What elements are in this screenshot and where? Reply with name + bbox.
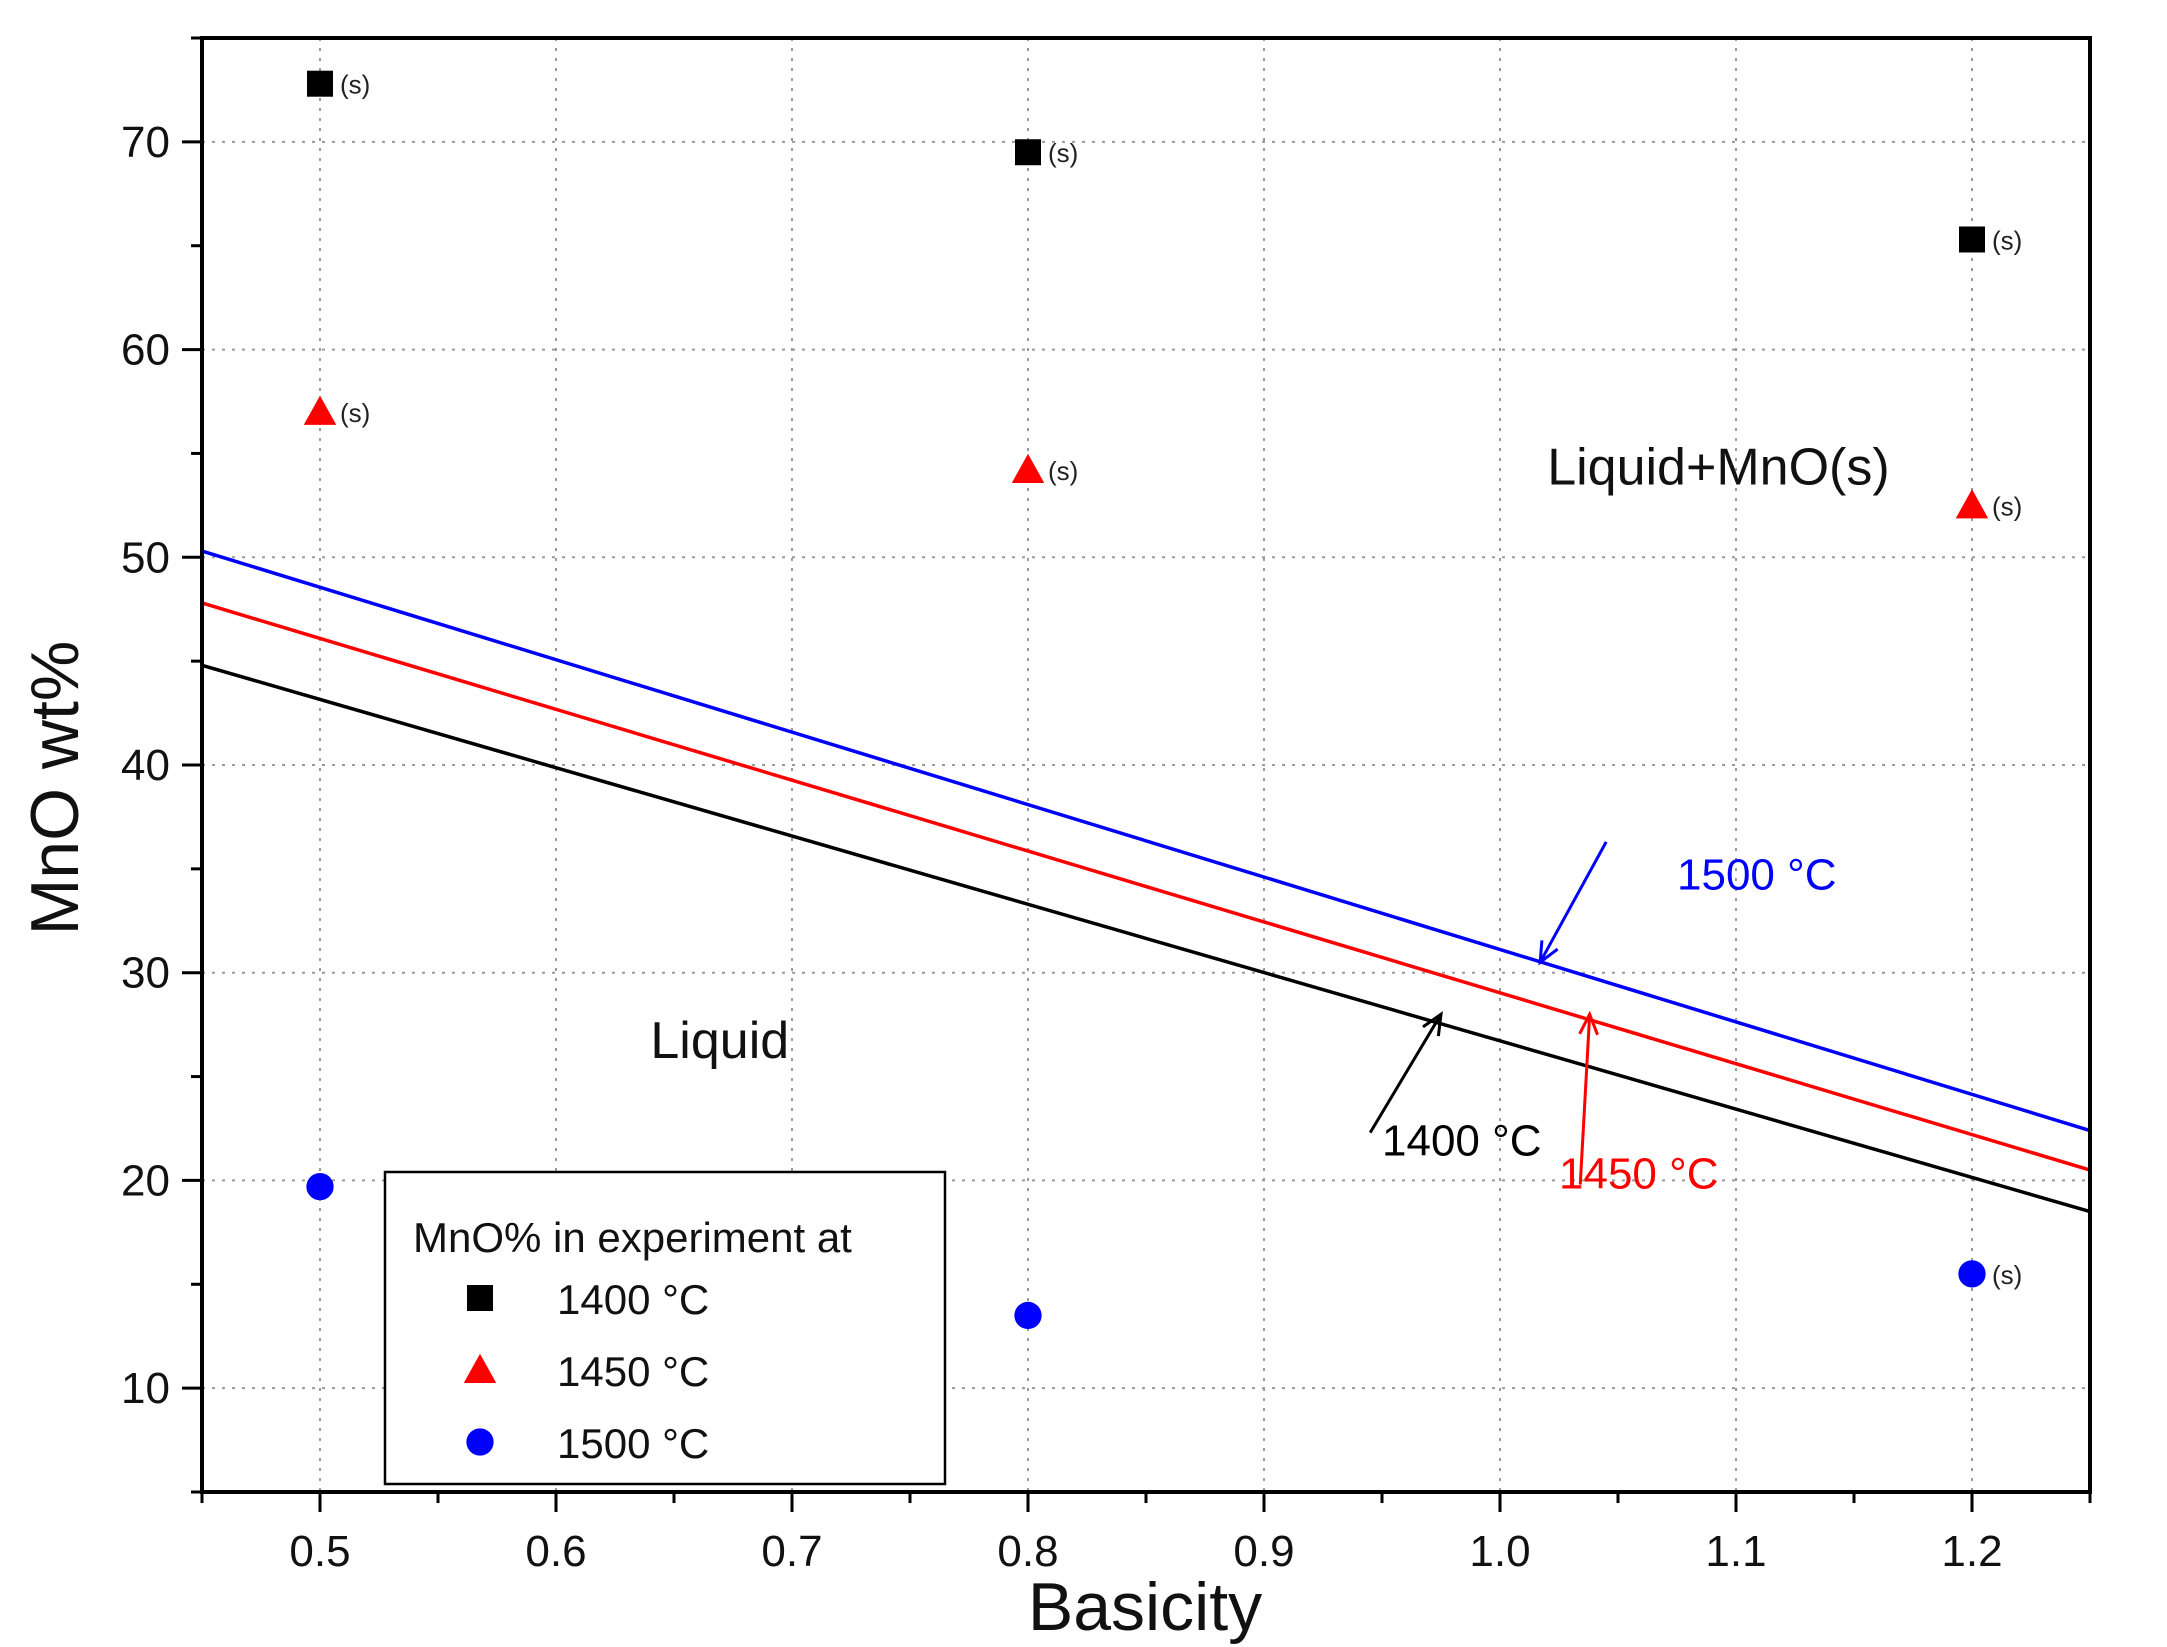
x-tick-label: 0.8 bbox=[997, 1527, 1058, 1576]
x-tick-label: 1.2 bbox=[1941, 1527, 2002, 1576]
boundary-lines: 1400 °C 1450 °C 1500 °C bbox=[201, 549, 2091, 1214]
data-point-triangle bbox=[303, 395, 337, 425]
solid-annotation: (s) bbox=[340, 398, 370, 428]
callout-arrowhead bbox=[1538, 940, 1559, 966]
y-tick-label: 10 bbox=[121, 1364, 170, 1413]
x-tick-label: 1.1 bbox=[1705, 1527, 1766, 1576]
data-point-square bbox=[307, 70, 333, 97]
legend-marker-circle bbox=[466, 1428, 494, 1456]
solid-annotation: (s) bbox=[340, 70, 370, 100]
y-tick-label: 60 bbox=[121, 326, 170, 375]
region-labels: Liquid+MnO(s) Liquid bbox=[650, 439, 1889, 1070]
legend-entry-label: 1400 °C bbox=[557, 1276, 709, 1323]
legend-title: MnO% in experiment at bbox=[413, 1214, 852, 1261]
line-label: 1500 °C bbox=[1677, 851, 1836, 900]
boundary-line-1500 bbox=[201, 549, 2091, 1133]
boundary-line-1450 bbox=[201, 601, 2091, 1172]
solid-annotation: (s) bbox=[1048, 138, 1078, 168]
legend-marker-triangle bbox=[463, 1353, 497, 1383]
callout-arrowhead bbox=[1422, 1011, 1443, 1037]
y-tick-label: 20 bbox=[121, 1156, 170, 1205]
callout-arrowhead bbox=[1578, 1010, 1599, 1036]
y-tick-label: 70 bbox=[121, 118, 170, 167]
legend-entry-label: 1500 °C bbox=[557, 1420, 709, 1467]
data-point-triangle bbox=[1011, 453, 1045, 484]
x-axis-title: Basicity bbox=[1028, 1569, 1262, 1645]
legend-marker-square bbox=[467, 1285, 493, 1311]
y-tick-label: 50 bbox=[121, 533, 170, 582]
data-point-triangle bbox=[1955, 489, 1989, 519]
solid-annotation: (s) bbox=[1048, 456, 1078, 486]
data-point-circle bbox=[1958, 1260, 1986, 1288]
solid-annotation: (s) bbox=[1992, 1260, 2022, 1290]
region-label: Liquid bbox=[650, 1012, 789, 1070]
solid-annotation: (s) bbox=[1992, 491, 2022, 521]
data-point-circle bbox=[306, 1173, 334, 1201]
y-tick-label: 30 bbox=[121, 949, 170, 998]
line-label: 1400 °C bbox=[1382, 1117, 1541, 1166]
y-tick-label: 40 bbox=[121, 741, 170, 790]
x-tick-label: 1.0 bbox=[1469, 1527, 1530, 1576]
legend-entry-label: 1450 °C bbox=[557, 1348, 709, 1395]
data-point-square bbox=[1015, 139, 1041, 166]
y-axis-title: MnO wt% bbox=[17, 641, 93, 936]
data-point-square bbox=[1959, 226, 1985, 253]
line-label: 1450 °C bbox=[1559, 1150, 1718, 1199]
callout-arrow bbox=[1578, 1014, 1592, 1185]
region-label: Liquid+MnO(s) bbox=[1547, 439, 1889, 497]
data-point-circle bbox=[1014, 1301, 1042, 1330]
x-tick-label: 0.6 bbox=[525, 1527, 586, 1576]
axis-ticks: 0.5 0.6 0.7 0.8 0.9 1.0 1.1 1.2 10 20 30 40 50 60 70 bbox=[121, 36, 2092, 1576]
x-tick-label: 0.9 bbox=[1233, 1527, 1294, 1576]
callout-arrow bbox=[1538, 841, 1608, 964]
boundary-line-1400 bbox=[201, 663, 2091, 1214]
data-points: (s) (s) (s) (s) (s) (s) (s) bbox=[303, 70, 2022, 1330]
solid-annotation: (s) bbox=[1992, 225, 2022, 255]
legend: MnO% in experiment at 1400 °C 1450 °C 1500 … bbox=[383, 1170, 947, 1486]
x-tick-label: 0.7 bbox=[761, 1527, 822, 1576]
x-tick-label: 0.5 bbox=[289, 1527, 350, 1576]
callout-arrow bbox=[1368, 1013, 1443, 1134]
